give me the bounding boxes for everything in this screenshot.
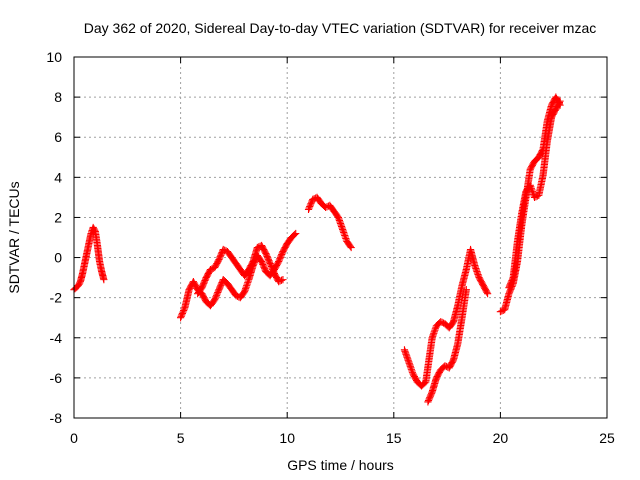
data-point-trail (346, 242, 354, 250)
y-tick-label: 10 (46, 49, 62, 65)
data-point (279, 276, 287, 284)
data-point (484, 290, 492, 298)
x-axis-label: GPS time / hours (287, 457, 394, 473)
y-tick-label: -8 (50, 410, 63, 426)
chart-title: Day 362 of 2020, Sidereal Day-to-day VTE… (84, 20, 597, 36)
axis-ticks: 0 5 10 15 20 25 -8 -6 -4 -2 0 2 4 6 8 10 (46, 49, 615, 446)
data-point-trail (277, 276, 286, 284)
data-point (462, 286, 470, 294)
grid-lines (74, 57, 607, 418)
plot-frame (73, 56, 608, 419)
y-tick-label: 4 (54, 169, 62, 185)
y-tick-label: -4 (50, 330, 63, 346)
data-point (292, 229, 300, 238)
x-tick-label: 20 (493, 430, 509, 446)
y-tick-label: 6 (54, 129, 62, 145)
y-tick-label: 0 (54, 250, 62, 266)
y-tick-label: 2 (54, 209, 62, 225)
data-point-trail (555, 98, 563, 107)
y-tick-label: 8 (54, 89, 62, 105)
x-tick-label: 25 (599, 430, 615, 446)
y-axis-label: SDTVAR / TECUs (6, 181, 22, 293)
x-tick-label: 0 (70, 430, 78, 446)
data-points (70, 93, 564, 406)
data-point (556, 97, 564, 105)
data-point-trail (508, 275, 517, 283)
y-tick-label: -6 (50, 370, 63, 386)
y-tick-label: -2 (50, 290, 63, 306)
data-point (347, 243, 355, 252)
x-tick-label: 10 (279, 430, 295, 446)
data-point-trail (483, 288, 491, 296)
data-point (100, 276, 108, 284)
x-tick-label: 15 (386, 430, 402, 446)
x-tick-label: 5 (177, 430, 185, 446)
data-point-trail (291, 230, 299, 239)
